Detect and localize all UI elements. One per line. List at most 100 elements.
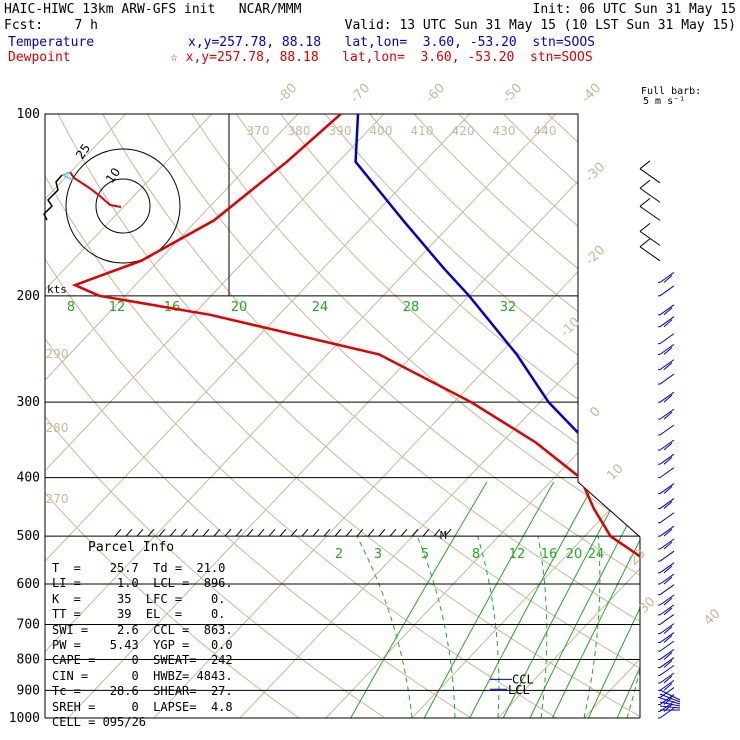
- isotherm-line: [411, 114, 640, 718]
- wind-barb: [658, 640, 675, 652]
- ccl-label: CCL: [512, 672, 534, 686]
- wind-barb-flag: [659, 359, 675, 371]
- wind-barb-flag: [659, 623, 675, 635]
- hatch-mark: [444, 528, 452, 537]
- wind-barb: [658, 408, 675, 420]
- isotherm-line: [325, 114, 640, 718]
- wind-barb-flag: [659, 467, 675, 479]
- wind-barb-flag: [663, 456, 673, 465]
- mixing-ratio-label: 8: [472, 547, 480, 562]
- mixing-ratio-label: 20: [231, 300, 248, 315]
- m-marker-label: M: [440, 529, 447, 542]
- isotherm-label: 40: [701, 606, 723, 628]
- parcel-info-row: K = 35 LFC = 0.: [52, 591, 226, 606]
- parcel-info-row: SREH = 0 LAPSE= 4.8: [52, 699, 233, 714]
- wind-barb: [658, 359, 675, 371]
- isotherm-line: [583, 114, 640, 718]
- wind-barb-flag: [659, 343, 675, 355]
- wind-barb-flag: [663, 682, 673, 691]
- wind-barb-flag: [663, 597, 673, 606]
- hatch-mark: [290, 528, 298, 537]
- wind-barb: [658, 562, 675, 574]
- wind-barb: [639, 238, 661, 262]
- hodograph-trace-low: [69, 171, 122, 208]
- mixing-ratio-line: [706, 464, 740, 731]
- hodograph-ring: [65, 148, 181, 264]
- hodograph-ring: [95, 178, 151, 234]
- dry-adiabat: [102, 114, 640, 718]
- mixing-ratio-label: 16: [541, 547, 558, 562]
- wind-barb-flag: [659, 614, 675, 625]
- mixing-ratio-line: [582, 482, 640, 718]
- wind-barb-flag: [639, 160, 651, 170]
- wind-barb-flag: [659, 408, 675, 420]
- isotherm-label: -70: [348, 81, 374, 107]
- mixing-ratio-line: [462, 482, 606, 718]
- hatch-mark: [356, 528, 364, 537]
- parcel-info-row: SWI = 2.6 CCL = 863.: [52, 622, 233, 637]
- header-init: Init: 06 UTC Sun 31 May 15: [532, 2, 737, 17]
- pressure-tick-label: 700: [17, 617, 40, 632]
- wind-barb-flag: [663, 394, 673, 403]
- wind-barb-flag: [663, 652, 673, 660]
- wind-barb-flag: [659, 550, 675, 562]
- dewpoint-legend-info: ☆ x,y=257.78, 88.18 lat,lon= 3.60, -53.2…: [170, 50, 593, 65]
- parcel-info-row: TT = 39 EL = 0.: [52, 607, 226, 622]
- mixing-ratio-line: [611, 482, 640, 718]
- wind-barb: [658, 573, 675, 585]
- mixing-ratio-label: 2: [335, 547, 343, 562]
- isotherm-label: -50: [500, 81, 526, 107]
- wind-barb: [658, 550, 675, 562]
- wind-barb-flag: [663, 576, 673, 585]
- wind-barb: [658, 649, 675, 660]
- mixing-ratio-line: [523, 482, 640, 718]
- parcel-info-row: LI = 1.0 LCL = 896.: [52, 576, 233, 591]
- wind-barb-flag: [659, 594, 675, 606]
- hatch-mark: [312, 528, 320, 537]
- hodograph-trace-high: [43, 174, 63, 221]
- dry-adiabat: [45, 114, 318, 718]
- theta-label: 380: [288, 124, 311, 138]
- wind-barb-flag: [663, 486, 673, 494]
- wind-barb: [658, 373, 675, 385]
- wind-barb: [658, 512, 675, 524]
- wind-barb-flag: [659, 672, 675, 684]
- wind-barb-flag: [659, 439, 675, 451]
- wind-barb: [658, 304, 675, 316]
- mixing-ratio-line: [635, 482, 640, 718]
- hodograph: 25 10 kts: [43, 114, 230, 296]
- theta-label: 370: [247, 124, 270, 138]
- moist-adiabat: [583, 536, 601, 718]
- hatch-mark: [389, 528, 397, 537]
- wind-legend-line2: 5 m s⁻¹: [643, 96, 686, 107]
- wind-barb: [658, 271, 675, 283]
- pressure-tick-label: 1000: [9, 711, 40, 726]
- dry-adiabat: [235, 114, 640, 718]
- hodograph-units: kts: [47, 283, 67, 296]
- wind-barb-flag: [659, 285, 675, 297]
- mixing-ratio-label: 28: [403, 300, 420, 315]
- wind-barb-flag: [639, 197, 651, 207]
- wind-barb-staff: [639, 187, 661, 203]
- wind-barb-flag: [659, 498, 675, 509]
- wind-barbs: [639, 160, 681, 719]
- header-title: HAIC-HIWC 13km ARW-GFS init NCAR/MMM: [4, 2, 302, 17]
- wind-barb: [658, 316, 675, 328]
- wind-barb-flag: [659, 664, 675, 676]
- wind-barb: [658, 285, 675, 297]
- theta-side-label: 290: [46, 347, 69, 361]
- pressure-tick-label: 100: [17, 107, 40, 122]
- wind-barb: [658, 538, 675, 550]
- wind-barb-flag: [659, 333, 675, 345]
- isotherm-label: -10: [558, 315, 584, 341]
- mixing-ratio-label: 3: [374, 547, 382, 562]
- theta-label: 410: [411, 124, 434, 138]
- hatch-mark: [191, 528, 199, 537]
- theta-label: 390: [329, 124, 352, 138]
- dry-adiabat: [57, 114, 640, 718]
- dry-adiabat: [502, 114, 640, 718]
- wind-barb-flag: [663, 541, 673, 550]
- isotherm-line: [67, 114, 640, 718]
- hatch-mark: [246, 528, 254, 537]
- wind-barb-flag: [659, 649, 675, 660]
